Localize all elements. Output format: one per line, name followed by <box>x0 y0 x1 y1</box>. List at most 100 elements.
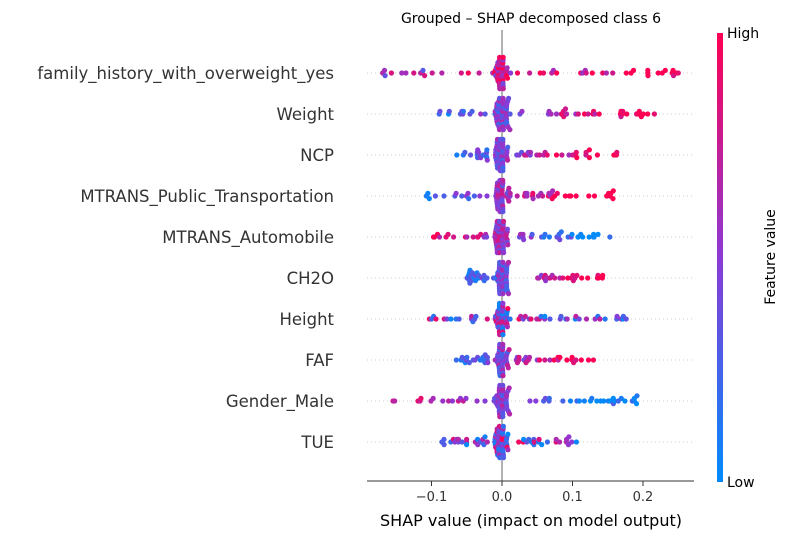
data-point <box>485 360 491 366</box>
data-point <box>552 275 558 281</box>
data-point <box>614 149 620 155</box>
data-point <box>583 70 589 76</box>
data-point <box>576 316 582 322</box>
data-point <box>469 108 475 114</box>
data-point <box>418 395 424 401</box>
data-point <box>459 439 465 445</box>
data-point <box>655 70 661 76</box>
data-point <box>528 316 534 322</box>
data-point <box>496 423 502 429</box>
data-point <box>529 231 535 237</box>
data-point <box>482 398 488 404</box>
data-point <box>516 354 522 360</box>
x-tick-label: 0.2 <box>633 490 654 505</box>
data-point <box>426 196 432 202</box>
data-point <box>554 70 560 76</box>
data-point <box>464 234 470 240</box>
feature-label: TUE <box>300 433 334 452</box>
data-point <box>527 398 533 404</box>
data-point <box>441 193 447 199</box>
data-point <box>591 234 597 240</box>
data-point <box>466 196 472 202</box>
data-point <box>422 73 428 79</box>
data-point <box>420 67 426 73</box>
data-point <box>592 111 598 117</box>
data-point <box>505 259 512 265</box>
data-point <box>506 347 512 353</box>
data-point <box>500 382 506 388</box>
data-point <box>578 357 584 363</box>
x-axis-label: SHAP value (impact on model output) <box>380 511 682 530</box>
data-point <box>500 259 506 265</box>
data-point <box>586 147 593 153</box>
data-point <box>453 190 459 196</box>
data-point <box>610 70 616 76</box>
data-point <box>522 313 528 319</box>
data-point <box>436 234 443 240</box>
data-point <box>500 95 506 101</box>
data-point <box>482 111 488 117</box>
data-point <box>437 108 443 114</box>
data-point <box>586 234 592 240</box>
data-point <box>573 193 579 199</box>
feature-label: Gender_Male <box>226 392 334 412</box>
colorbar-high-label: High <box>727 26 759 42</box>
data-point <box>579 275 585 281</box>
data-point <box>425 190 431 196</box>
data-point <box>477 193 483 199</box>
data-point <box>640 111 646 117</box>
data-point <box>478 111 484 117</box>
data-point <box>500 177 506 183</box>
data-point <box>624 111 630 117</box>
data-point <box>500 423 506 429</box>
data-point <box>458 70 464 76</box>
data-point <box>557 439 563 445</box>
data-point <box>507 411 513 417</box>
data-point <box>636 108 642 114</box>
data-point <box>500 209 506 215</box>
data-point <box>440 398 446 404</box>
data-point <box>463 395 469 401</box>
feature-label: family_history_with_overweight_yes <box>37 64 334 84</box>
data-point <box>459 193 465 199</box>
data-point <box>594 152 601 158</box>
data-point <box>449 398 455 404</box>
data-point <box>675 70 681 76</box>
data-point <box>581 398 588 404</box>
data-point <box>446 108 452 114</box>
data-point <box>482 434 488 440</box>
data-point <box>600 272 606 278</box>
data-point <box>474 398 480 404</box>
data-point <box>504 157 511 163</box>
data-point <box>645 67 651 73</box>
data-point <box>505 242 511 248</box>
data-point <box>585 357 592 363</box>
data-point <box>459 354 465 360</box>
data-point <box>574 155 580 161</box>
data-point <box>630 67 637 73</box>
data-point <box>596 111 602 117</box>
data-point <box>623 316 629 322</box>
data-point <box>536 357 543 363</box>
data-point <box>589 395 595 401</box>
data-point <box>392 398 398 404</box>
data-point <box>550 188 556 194</box>
data-point <box>651 111 658 117</box>
x-tick-label: −0.1 <box>416 490 448 505</box>
data-point <box>507 316 513 322</box>
data-point <box>526 354 533 360</box>
data-point <box>567 398 574 404</box>
data-point <box>573 439 580 445</box>
data-point <box>521 237 527 243</box>
data-point <box>601 398 607 404</box>
data-point <box>558 313 564 319</box>
data-point <box>505 365 511 371</box>
data-point <box>595 231 601 237</box>
data-point <box>564 316 570 322</box>
data-point <box>562 193 568 199</box>
data-point <box>429 70 435 76</box>
data-point <box>610 188 616 194</box>
data-point <box>500 341 506 347</box>
data-point <box>573 149 579 155</box>
data-point <box>548 111 554 117</box>
